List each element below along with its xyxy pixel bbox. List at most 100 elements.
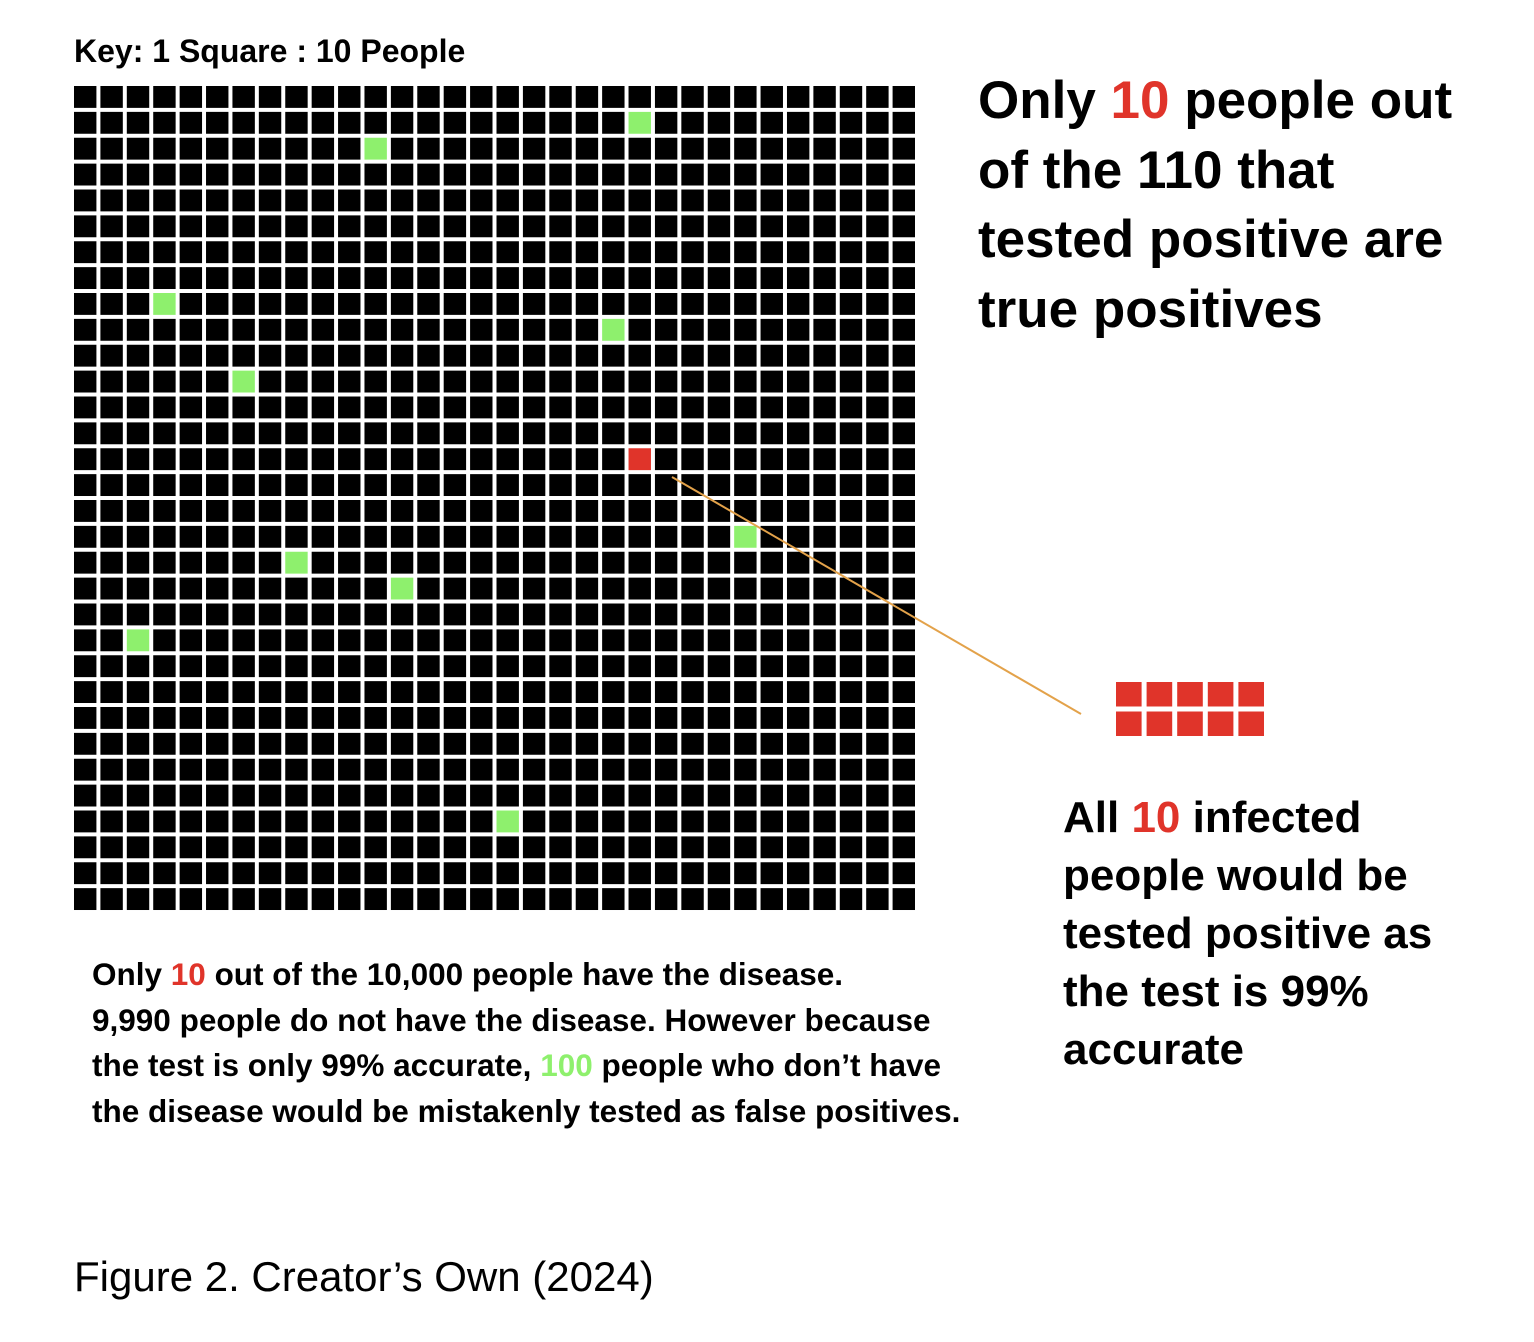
grid-cell [470, 681, 493, 704]
grid-cell [311, 500, 335, 522]
grid-cell [707, 241, 731, 264]
grid-cell [786, 577, 810, 600]
grid-cell [681, 422, 704, 445]
grid-cell [470, 758, 493, 781]
grid-cell [285, 784, 308, 807]
grid-cell [839, 241, 863, 264]
grid-cell [496, 707, 519, 729]
grid-cell [285, 318, 308, 341]
grid-cell [390, 318, 414, 341]
grid-cell [839, 370, 863, 393]
grid-cell [866, 293, 889, 315]
grid-cell [232, 525, 255, 548]
grid-cell [549, 241, 572, 264]
grid-cell [549, 267, 572, 290]
grid-cell [417, 655, 440, 678]
grid-cell [522, 293, 546, 315]
grid-cell [417, 111, 440, 134]
grid-cell [654, 500, 678, 522]
grid-cell [100, 681, 123, 704]
grid-cell [654, 629, 678, 652]
grid-cell [575, 396, 599, 419]
grid-cell [496, 396, 519, 419]
grid-cell [311, 577, 335, 600]
grid-cell [892, 681, 915, 704]
grid-cell [654, 836, 678, 859]
grid-cell [496, 344, 519, 367]
grid-cell [602, 86, 625, 108]
grid-cell [734, 784, 757, 807]
grid-cell [470, 629, 493, 652]
grid-cell [602, 293, 625, 315]
grid-cell [575, 189, 599, 212]
grid-cell [443, 862, 467, 885]
grid-cell [654, 474, 678, 497]
grid-cell [100, 448, 123, 471]
grid-cell [549, 396, 572, 419]
grid-cell [100, 111, 123, 134]
grid-cell [417, 707, 440, 729]
grid-cell [496, 758, 519, 781]
grid-cell [522, 215, 546, 238]
grid-cell [760, 241, 783, 264]
grid-cell [707, 293, 731, 315]
grid-cell [707, 111, 731, 134]
grid-cell [258, 836, 282, 859]
grid-cell [285, 344, 308, 367]
grid-cell [681, 163, 704, 186]
grid-cell [839, 810, 863, 833]
grid-cell [496, 888, 519, 911]
grid-cell [311, 732, 335, 755]
grid-cell [232, 86, 255, 108]
grid-cell [654, 810, 678, 833]
grid-cell [602, 836, 625, 859]
infected-person-square [1177, 711, 1203, 736]
grid-cell [153, 189, 176, 212]
grid-cell [549, 500, 572, 522]
grid-cell [549, 111, 572, 134]
grid-cell [866, 474, 889, 497]
grid-cell [470, 344, 493, 367]
grid-cell [364, 474, 387, 497]
right-note-suffix: infected people would be tested positive… [1063, 793, 1433, 1074]
grid-cell [417, 758, 440, 781]
grid-cell [285, 474, 308, 497]
infected-person-square [1116, 711, 1142, 736]
grid-cell [338, 241, 361, 264]
grid-cell [707, 836, 731, 859]
grid-cell [839, 344, 863, 367]
grid-cell [628, 86, 651, 108]
grid-cell [734, 862, 757, 885]
grid-cell [417, 241, 440, 264]
grid-cell [258, 189, 282, 212]
grid-cell [839, 707, 863, 729]
grid-cell [522, 603, 546, 626]
grid-cell [74, 318, 97, 341]
bottom-note-p2-highlight: 100 [540, 1047, 593, 1083]
grid-cell [206, 836, 229, 859]
grid-cell [74, 215, 97, 238]
grid-cell [364, 111, 387, 134]
grid-cell [892, 525, 915, 548]
grid-cell [522, 474, 546, 497]
grid-cell [549, 784, 572, 807]
grid-cell [654, 86, 678, 108]
grid-cell [206, 215, 229, 238]
grid-cell [153, 267, 176, 290]
grid-cell [496, 241, 519, 264]
grid-cell [443, 370, 467, 393]
bottom-note-p1-b: out of the 10,000 people have the diseas… [205, 956, 844, 992]
right-note-prefix: All [1063, 793, 1132, 842]
grid-cell [760, 163, 783, 186]
grid-cell [892, 629, 915, 652]
grid-cell [153, 888, 176, 911]
grid-cell [681, 836, 704, 859]
false-positive-cell [628, 111, 651, 134]
false-positive-cell [364, 137, 387, 160]
grid-cell [839, 629, 863, 652]
grid-cell [707, 318, 731, 341]
grid-cell [760, 474, 783, 497]
grid-cell [285, 137, 308, 160]
grid-cell [285, 577, 308, 600]
grid-cell [153, 370, 176, 393]
